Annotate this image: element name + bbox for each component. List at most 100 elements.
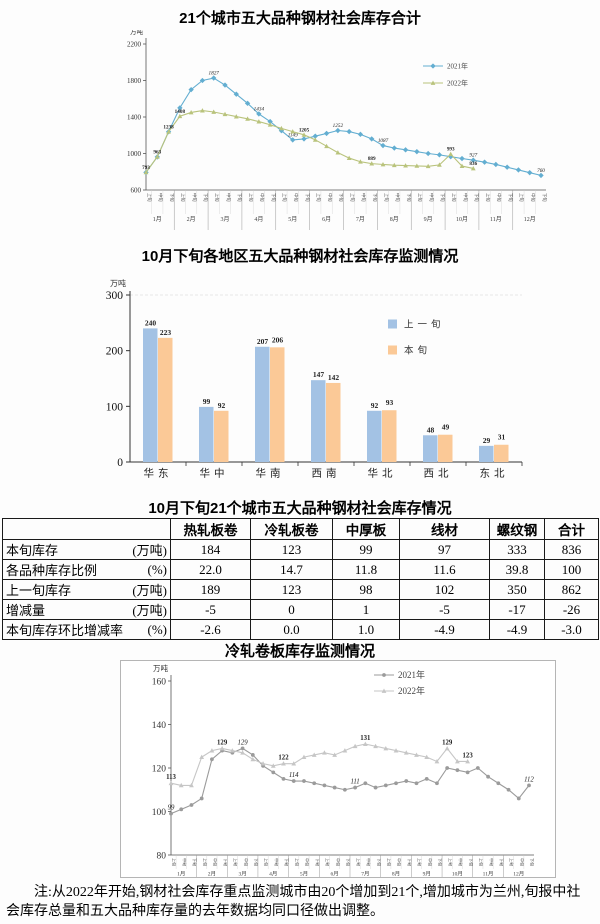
data-label: 836 [469, 161, 477, 167]
table-cell: 0.0 [250, 619, 333, 640]
chart2-title: 10月下旬各地区五大品种钢材社会库存监测情况 [141, 248, 459, 265]
y-tick-label: 600 [131, 186, 142, 194]
bar [214, 410, 229, 462]
data-label: 129 [442, 739, 453, 746]
bar [326, 382, 341, 462]
period-label: 中旬 [191, 193, 198, 202]
table-cell: 862 [544, 579, 599, 600]
table-cell: -5 [399, 599, 490, 620]
data-label: 1238 [163, 124, 174, 130]
point-marker [260, 761, 266, 766]
table-cell: 333 [489, 539, 545, 560]
point-marker [222, 111, 228, 117]
point-marker [506, 787, 511, 792]
bar-value-label: 207 [257, 337, 269, 346]
row-unit: (万吨) [132, 603, 167, 618]
point-marker [188, 86, 194, 93]
series-line [170, 743, 468, 786]
month-label: 8月 [390, 216, 399, 223]
point-marker [383, 745, 389, 751]
period-label: 中旬 [335, 858, 341, 866]
chart2-bar-chart: 300 200 100 0 万吨 华东 华中 华南 西南 华北 西北 东北 240 223 99 92 207 2… [88, 268, 562, 492]
y-tick-label: 160 [152, 677, 167, 687]
point-marker [404, 779, 409, 783]
period-label: 上旬 [386, 858, 392, 866]
period-label: 下旬 [438, 858, 444, 866]
chart3-line-chart: 160 140 120 100 80 万吨 上旬 中旬 下旬 上旬 中旬 下旬 上旬 中旬 下旬 上旬 中旬 下旬… [121, 661, 555, 877]
y-tick-label: 200 [106, 346, 124, 358]
table-row: 本旬库存环比增减率 (%) -2.6 0.0 1.0 -4.9 -4.9 -3.0 [2, 619, 599, 640]
point-marker [332, 785, 337, 790]
period-label: 下旬 [236, 193, 243, 202]
row-header: 上一旬库存 (万吨) [2, 579, 171, 600]
period-label: 中旬 [397, 858, 403, 866]
period-label: 下旬 [338, 193, 345, 202]
point-marker [312, 781, 317, 786]
period-label: 上旬 [383, 193, 390, 202]
bar-value-label: 240 [145, 318, 157, 327]
period-label: 中旬 [326, 193, 333, 202]
period-label: 上旬 [479, 858, 485, 866]
period-label: 上旬 [509, 858, 515, 866]
period-label: 上旬 [214, 193, 221, 202]
period-label: 下旬 [223, 858, 229, 866]
table-cell: -3.0 [544, 619, 599, 640]
month-label: 10月 [452, 871, 463, 878]
period-label: 上旬 [448, 858, 454, 866]
row-unit: (%) [147, 621, 168, 637]
bar [255, 346, 270, 462]
period-label: 下旬 [315, 858, 321, 866]
period-label: 上旬 [417, 858, 423, 866]
column-header: 合计 [544, 518, 599, 540]
category-label: 西北 [424, 468, 453, 480]
point-marker [279, 125, 284, 131]
row-header: 本旬库存环比增减率 (%) [2, 619, 171, 640]
period-label: 下旬 [254, 858, 260, 866]
point-marker [444, 745, 450, 751]
month-label: 6月 [331, 871, 339, 878]
row-unit: (万吨) [132, 583, 167, 598]
point-marker [200, 108, 205, 113]
month-label: 9月 [423, 871, 431, 878]
legend: 2021年 2022年 [374, 669, 425, 696]
point-marker [301, 132, 307, 137]
period-label: 上旬 [315, 193, 322, 202]
point-marker [381, 688, 387, 693]
table-cell: 99 [332, 539, 400, 560]
period-label: 下旬 [530, 858, 536, 866]
category-label: 华东 [144, 467, 173, 480]
point-marker [493, 161, 499, 168]
month-label: 4月 [269, 871, 277, 878]
y-tick-label: 1800 [127, 77, 142, 85]
bar-value-label: 92 [371, 401, 379, 410]
period-label: 上旬 [417, 193, 424, 202]
point-marker [391, 162, 397, 168]
period-label: 中旬 [489, 858, 495, 866]
period-label: 下旬 [372, 193, 379, 202]
bar [479, 445, 494, 462]
point-marker [322, 750, 327, 755]
month-label: 3月 [238, 871, 246, 878]
y-tick-label: 1400 [127, 113, 142, 121]
data-label: 1149 [288, 131, 298, 138]
point-marker [382, 673, 386, 677]
period-label: 上旬 [518, 193, 525, 202]
point-marker [177, 113, 183, 119]
column-header: 冷轧板卷 [250, 518, 333, 540]
point-marker [332, 752, 338, 757]
point-marker [402, 147, 409, 153]
category-label: 西南 [312, 467, 341, 480]
row-unit: (万吨) [132, 543, 167, 558]
point-marker [281, 761, 286, 766]
table-cell: -4.9 [399, 619, 490, 640]
period-label: 下旬 [202, 193, 209, 202]
table-cell: 1.0 [332, 619, 400, 640]
point-marker [445, 766, 450, 770]
y-tick-label: 120 [152, 764, 167, 774]
bar [311, 380, 326, 462]
month-label: 10月 [456, 216, 468, 223]
point-marker [481, 159, 488, 165]
month-label: 2月 [187, 216, 196, 223]
